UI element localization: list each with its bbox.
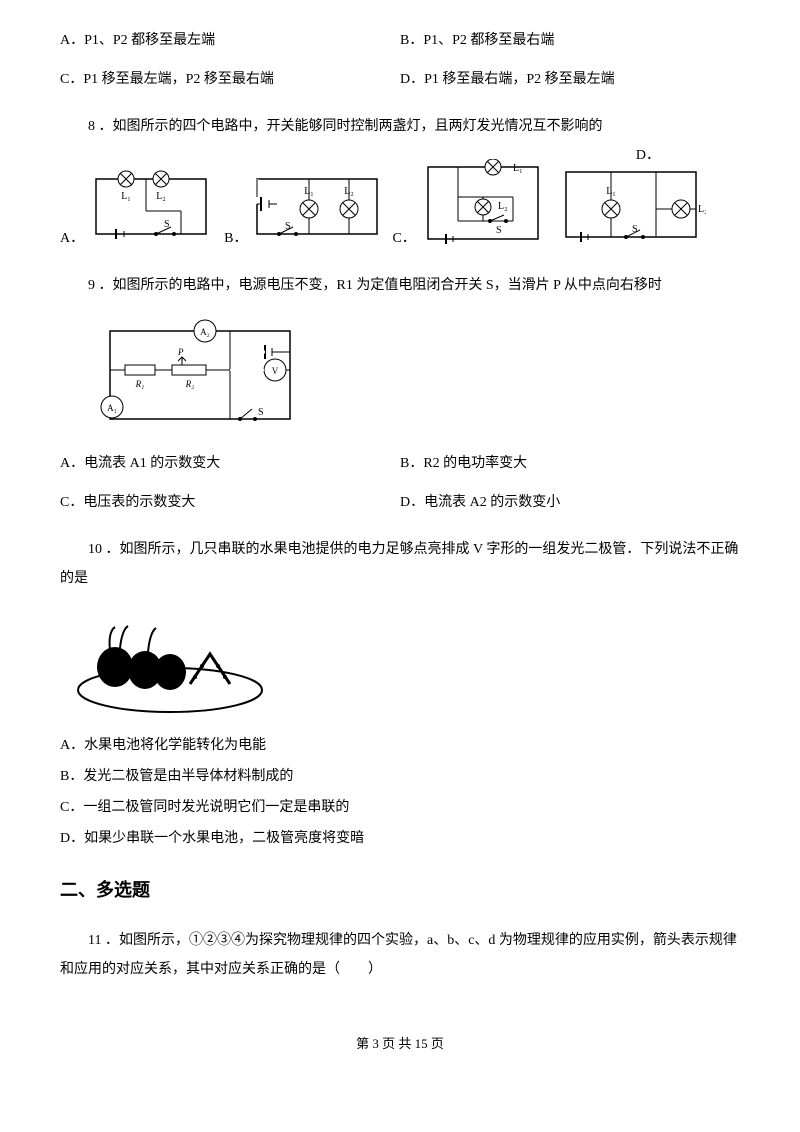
svg-text:L₁: L₁ xyxy=(121,191,131,202)
q9-options-row2: C．电压表的示数变大 D．电流表 A2 的示数变小 xyxy=(60,492,740,513)
q7-options-row2: C．P1 移至最左端，P2 移至最右端 D．P1 移至最右端，P2 移至最左端 xyxy=(60,69,740,90)
circuit-d-icon: L₁ L₂ S xyxy=(556,164,706,249)
q8-circuit-b-group: B． L₁ L₂ S xyxy=(224,169,384,249)
svg-text:R₁: R₁ xyxy=(135,379,145,389)
svg-text:L₂: L₂ xyxy=(498,201,508,212)
svg-text:S: S xyxy=(285,221,291,232)
q7-option-a: A．P1、P2 都移至最左端 xyxy=(60,30,400,51)
svg-text:V: V xyxy=(272,366,279,376)
q10-option-c: C．一组二极管同时发光说明它们一定是串联的 xyxy=(60,797,740,818)
q8-label-a: A． xyxy=(60,228,84,249)
svg-text:S: S xyxy=(496,225,502,236)
fruit-battery-icon xyxy=(70,612,270,717)
q8-label-c: C． xyxy=(392,228,415,249)
q8-text: 8 ．如图所示的四个电路中，开关能够同时控制两盏灯，且两灯发光情况互不影响的 xyxy=(60,112,740,141)
svg-text:A₂: A₂ xyxy=(200,327,210,337)
q9-option-d: D．电流表 A2 的示数变小 xyxy=(400,492,740,513)
page-footer: 第 3 页 共 15 页 xyxy=(60,1034,740,1054)
q9-text: 9 ．如图所示的电路中，电源电压不变，R1 为定值电阻闭合开关 S，当滑片 P … xyxy=(60,271,740,300)
svg-text:L₂: L₂ xyxy=(156,191,166,202)
svg-text:S: S xyxy=(258,407,264,418)
q8-circuit-a-group: A． L₁ L₂ S xyxy=(60,169,216,249)
circuit-b-icon: L₁ L₂ S xyxy=(249,169,384,249)
q8-label-d: D． xyxy=(636,145,660,166)
svg-text:L₁: L₁ xyxy=(513,163,523,174)
q10-option-b: B．发光二极管是由半导体材料制成的 xyxy=(60,766,740,787)
q7-options-row1: A．P1、P2 都移至最左端 B．P1、P2 都移至最右端 xyxy=(60,30,740,51)
q8-circuit-c-group: C． L₁ L₂ S xyxy=(392,159,547,249)
circuit-a-icon: L₁ L₂ S xyxy=(86,169,216,249)
q11-text: 11 ．如图所示，①②③④为探究物理规律的四个实验，a、b、c、d 为物理规律的… xyxy=(60,926,740,985)
q9-options-row1: A．电流表 A1 的示数变大 B．R2 的电功率变大 xyxy=(60,453,740,474)
q7-option-c: C．P1 移至最左端，P2 移至最右端 xyxy=(60,69,400,90)
svg-text:R₂: R₂ xyxy=(185,379,195,389)
q10-option-d: D．如果少串联一个水果电池，二极管亮度将变暗 xyxy=(60,828,740,849)
q10-text: 10 ．如图所示，几只串联的水果电池提供的电力足够点亮排成 V 字形的一组发光二… xyxy=(60,535,740,594)
q8-circuits: D． A． L₁ L₂ S B． L₁ L₂ xyxy=(60,159,740,249)
q9-option-a: A．电流表 A1 的示数变大 xyxy=(60,453,400,474)
q8-circuit-d-group: L₁ L₂ S xyxy=(556,164,706,249)
svg-text:A₁: A₁ xyxy=(107,403,117,413)
section-2-title: 二、多选题 xyxy=(60,877,740,904)
q7-option-d: D．P1 移至最右端，P2 移至最左端 xyxy=(400,69,740,90)
q9-option-c: C．电压表的示数变大 xyxy=(60,492,400,513)
q9-circuit-icon: A₂ A₁ R₁ R₂ P V S xyxy=(90,319,310,439)
svg-text:L₂: L₂ xyxy=(698,204,706,215)
svg-text:S: S xyxy=(632,224,638,235)
q8-label-b: B． xyxy=(224,228,247,249)
circuit-c-icon: L₁ L₂ S xyxy=(418,159,548,249)
q9-option-b: B．R2 的电功率变大 xyxy=(400,453,740,474)
q7-option-b: B．P1、P2 都移至最右端 xyxy=(400,30,740,51)
svg-text:S: S xyxy=(164,219,170,230)
svg-text:P: P xyxy=(177,347,184,357)
q10-option-a: A．水果电池将化学能转化为电能 xyxy=(60,735,740,756)
